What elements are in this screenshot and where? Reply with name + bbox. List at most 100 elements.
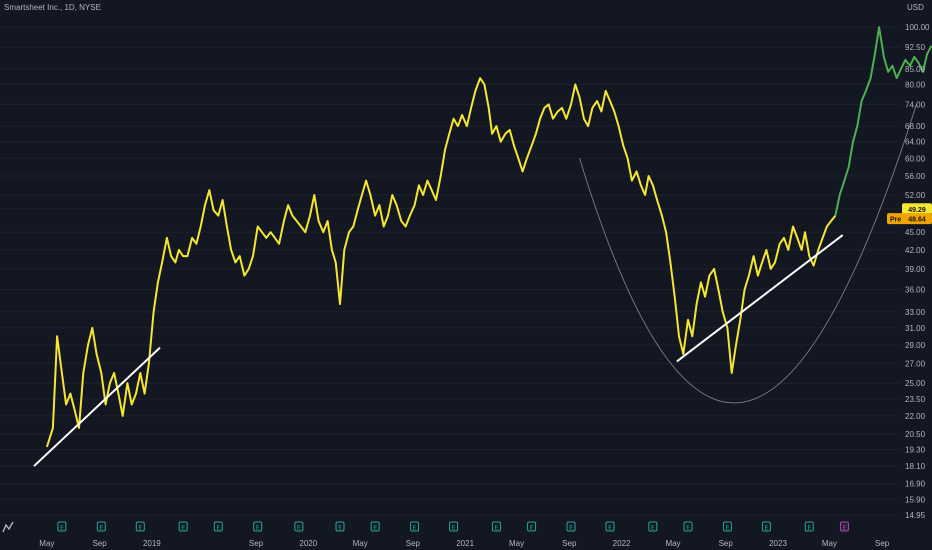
y-tick-label: 36.00 xyxy=(905,285,926,294)
pre-market-label: Pre xyxy=(890,217,901,224)
earnings-badge-box xyxy=(57,521,67,532)
pre-market-price: 48.64 xyxy=(908,217,926,224)
x-tick-label: May xyxy=(665,539,680,548)
earnings-badge-label: E xyxy=(807,525,811,532)
y-tick-label: 23.50 xyxy=(905,395,926,404)
x-tick-label: 2021 xyxy=(456,539,474,548)
y-tick-label: 20.50 xyxy=(905,430,926,439)
recent-price-series xyxy=(834,26,932,216)
y-tick-label: 14.95 xyxy=(905,511,926,520)
price-line-series xyxy=(45,77,837,448)
earnings-marker: E xyxy=(605,521,615,532)
earnings-badge-box xyxy=(722,521,732,532)
y-tick-label: 80.00 xyxy=(905,80,926,89)
earnings-badge-box xyxy=(648,521,658,532)
earnings-badge-label: E xyxy=(608,525,612,532)
earnings-marker: E xyxy=(57,521,67,532)
y-tick-label: 74.00 xyxy=(905,100,926,109)
earnings-badge-box xyxy=(761,521,771,532)
tradingview-logo-icon xyxy=(2,521,14,533)
event-badge-label: E xyxy=(843,525,847,532)
y-tick-label: 19.30 xyxy=(905,446,926,455)
y-tick-label: 18.10 xyxy=(905,462,926,471)
earnings-badge-label: E xyxy=(452,525,456,532)
earnings-badge-label: E xyxy=(495,525,499,532)
x-tick-label: 2022 xyxy=(613,539,631,548)
earnings-marker: E xyxy=(178,521,188,532)
earnings-badge-box xyxy=(804,521,814,532)
y-tick-label: 29.00 xyxy=(905,341,926,350)
chart-title: Smartsheet Inc., 1D, NYSE xyxy=(4,3,101,12)
earnings-marker: E xyxy=(527,521,537,532)
x-tick-label: May xyxy=(509,539,524,548)
earnings-marker: E xyxy=(294,521,304,532)
earnings-badge-label: E xyxy=(138,525,142,532)
earnings-marker: E xyxy=(253,521,263,532)
earnings-badge-label: E xyxy=(99,525,103,532)
earnings-badge-label: E xyxy=(530,525,534,532)
y-tick-label: 39.00 xyxy=(905,265,926,274)
trendline xyxy=(676,234,844,363)
earnings-marker: E xyxy=(761,521,771,532)
x-tick-label: Sep xyxy=(92,539,107,548)
y-tick-label: 16.90 xyxy=(905,480,926,489)
y-tick-label: 15.90 xyxy=(905,495,926,504)
last-price-badge xyxy=(902,203,932,215)
price-badges: 49.29 Pre 48.64 xyxy=(887,203,932,225)
y-tick-label: 100.00 xyxy=(905,23,930,32)
earnings-badge-box xyxy=(410,521,420,532)
x-tick-label: May xyxy=(39,539,54,548)
price-series xyxy=(45,26,932,448)
earnings-badge-label: E xyxy=(297,525,301,532)
earnings-badge-box xyxy=(527,521,537,532)
earnings-marker: E xyxy=(213,521,223,532)
x-tick-label: Sep xyxy=(562,539,577,548)
curved-arc-drawing xyxy=(579,104,917,404)
earnings-marker: E xyxy=(804,521,814,532)
y-tick-label: 92.50 xyxy=(905,43,926,52)
earnings-marker: E xyxy=(683,521,693,532)
trendlines xyxy=(33,234,844,467)
earnings-badge-label: E xyxy=(686,525,690,532)
earnings-marker: E xyxy=(335,521,345,532)
x-tick-label: 2020 xyxy=(299,539,317,548)
earnings-badge-box xyxy=(491,521,501,532)
earnings-badge-label: E xyxy=(338,525,342,532)
earnings-badge-box xyxy=(253,521,263,532)
earnings-badge-box xyxy=(178,521,188,532)
earnings-marker: E xyxy=(96,521,106,532)
y-tick-label: 64.00 xyxy=(905,138,926,147)
earnings-marker: E xyxy=(722,521,732,532)
earnings-badge-box xyxy=(294,521,304,532)
earnings-badge-label: E xyxy=(181,525,185,532)
earnings-badge-box xyxy=(449,521,459,532)
y-tick-label: 45.00 xyxy=(905,228,926,237)
x-tick-label: 2019 xyxy=(143,539,161,548)
earnings-badge-box xyxy=(335,521,345,532)
earnings-badge-box xyxy=(135,521,145,532)
y-tick-label: 42.00 xyxy=(905,246,926,255)
earnings-badge-label: E xyxy=(651,525,655,532)
earnings-marker: E xyxy=(370,521,380,532)
trendline xyxy=(33,346,161,467)
pre-price-badge xyxy=(887,213,932,225)
y-tick-label: 27.00 xyxy=(905,359,926,368)
earnings-marker: E xyxy=(135,521,145,532)
earnings-badge-label: E xyxy=(373,525,377,532)
y-axis-unit: USD xyxy=(907,3,924,12)
earnings-badge-label: E xyxy=(569,525,573,532)
earnings-badge-box xyxy=(683,521,693,532)
y-tick-label: 56.00 xyxy=(905,172,926,181)
x-tick-label: May xyxy=(353,539,368,548)
y-tick-label: 25.00 xyxy=(905,379,926,388)
earnings-marker: E xyxy=(491,521,501,532)
arc-curve xyxy=(579,104,917,404)
earnings-badge-label: E xyxy=(765,525,769,532)
y-axis: 100.00 92.50 85.00 80.00 74.00 68.00 64.00 60.0… xyxy=(905,23,930,520)
earnings-badge-label: E xyxy=(60,525,64,532)
y-tick-label: 33.00 xyxy=(905,308,926,317)
last-price-label: 49.29 xyxy=(908,207,926,214)
x-tick-label: 2023 xyxy=(769,539,787,548)
